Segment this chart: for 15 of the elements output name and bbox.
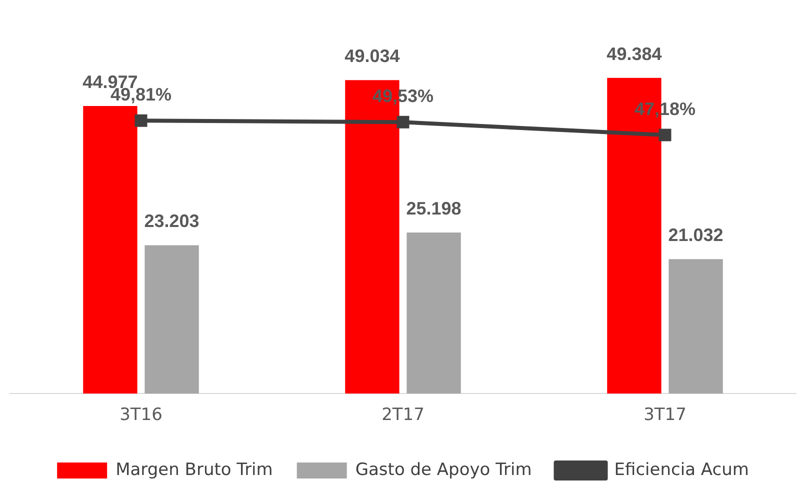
data-label: 21.032 [668,225,724,246]
legend-label: Margen Bruto Trim [116,460,273,480]
bar [144,245,199,394]
x-tick-label: 3T16 [120,405,162,426]
legend-label: Eficiencia Acum [614,460,749,480]
x-tick-label: 3T17 [644,405,686,426]
x-tick-label: 2T17 [382,405,424,426]
legend-label: Gasto de Apoyo Trim [355,460,532,480]
data-label: 49.384 [606,44,662,64]
data-label: 23.203 [144,211,200,232]
bar [668,259,723,394]
bar [406,232,461,394]
bar [83,106,138,394]
data-label: 25.198 [406,198,462,218]
data-label: 49.034 [344,46,400,66]
